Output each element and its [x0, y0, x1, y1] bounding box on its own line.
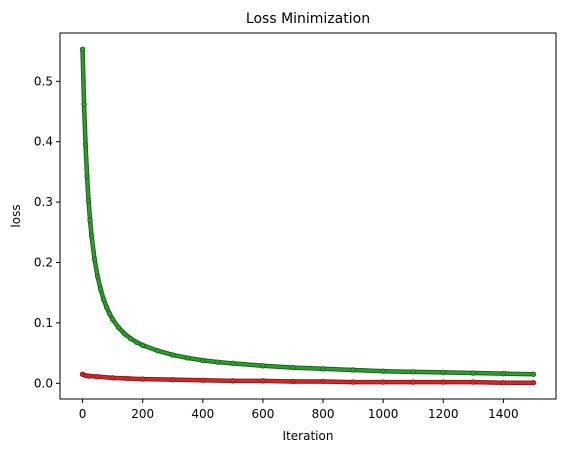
x-tick-label: 1400 [488, 407, 519, 421]
data-point [94, 273, 101, 280]
data-point [200, 377, 206, 383]
x-tick-label: 200 [131, 407, 154, 421]
y-tick-label: 0.3 [34, 195, 53, 209]
data-point [530, 379, 537, 386]
data-point [115, 325, 122, 331]
y-tick-label: 0.4 [34, 135, 53, 149]
data-point [530, 371, 537, 377]
data-point [82, 142, 89, 148]
data-point [87, 217, 93, 223]
data-point [410, 369, 416, 375]
data-point [350, 379, 356, 385]
chart-title: Loss Minimization [246, 11, 370, 27]
data-point [410, 379, 416, 385]
data-point [91, 256, 98, 263]
data-point [230, 378, 236, 384]
data-point [133, 339, 140, 345]
data-point [106, 311, 113, 317]
data-point [260, 378, 266, 384]
data-point [350, 367, 356, 373]
x-tick-label: 0 [79, 407, 87, 421]
data-point [170, 376, 176, 383]
ticks-layer: 0 200 400 600 800 1000 1200 1400 0.0 0.1 0.2 0.3 0.4… [34, 74, 519, 421]
data-point [109, 375, 116, 381]
data-point [500, 379, 507, 386]
y-tick-label: 0.1 [34, 316, 53, 330]
data-point [380, 368, 386, 374]
data-point [85, 198, 92, 204]
series-1 [79, 371, 537, 386]
data-point [320, 366, 326, 372]
series-0 [79, 46, 537, 377]
data-point [85, 373, 92, 379]
x-tick-label: 1000 [368, 407, 399, 421]
data-point [440, 379, 446, 385]
x-axis-label: Iteration [283, 429, 334, 443]
data-point [97, 286, 104, 292]
data-point [103, 304, 110, 310]
data-point [94, 373, 101, 380]
data-point [215, 359, 221, 365]
data-point [290, 378, 296, 385]
x-tick-label: 400 [191, 407, 214, 421]
data-point [121, 331, 128, 337]
data-point [260, 363, 266, 369]
data-point [200, 357, 206, 364]
data-point [470, 370, 477, 376]
data-point [124, 375, 131, 382]
series-line-outline [80, 47, 536, 377]
data-point [100, 296, 107, 303]
x-tick-label: 1200 [428, 407, 459, 421]
data-point [380, 379, 386, 385]
series-line [81, 48, 535, 376]
data-point [500, 370, 507, 377]
data-point [84, 173, 90, 179]
data-point [81, 101, 87, 107]
y-tick-label: 0.2 [34, 256, 53, 270]
data-point [109, 316, 116, 322]
data-point [230, 360, 236, 367]
data-point [127, 335, 134, 342]
data-point [470, 379, 477, 385]
data-point [154, 347, 161, 354]
data-point [440, 369, 446, 376]
data-point [170, 352, 176, 358]
data-point [320, 378, 326, 385]
data-point [139, 376, 146, 382]
x-tick-label: 600 [251, 407, 274, 421]
data-point [79, 46, 86, 53]
plot-frame [59, 32, 557, 400]
y-axis-label: loss [9, 204, 23, 227]
y-tick-label: 0.5 [34, 74, 53, 88]
y-tick-label: 0.0 [34, 376, 53, 390]
data-point [185, 355, 191, 361]
data-point [88, 233, 95, 239]
x-tick-label: 800 [312, 407, 335, 421]
series-layer [79, 46, 537, 386]
data-point [290, 364, 296, 371]
data-point [139, 342, 146, 348]
